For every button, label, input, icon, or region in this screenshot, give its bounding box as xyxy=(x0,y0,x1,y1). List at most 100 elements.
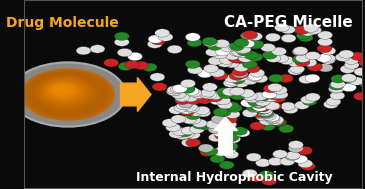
Circle shape xyxy=(302,58,317,67)
Circle shape xyxy=(240,40,255,48)
Circle shape xyxy=(255,103,270,112)
Circle shape xyxy=(227,104,242,112)
Circle shape xyxy=(31,73,101,113)
Circle shape xyxy=(38,77,92,107)
Circle shape xyxy=(272,86,287,94)
Circle shape xyxy=(217,88,231,96)
Circle shape xyxy=(210,97,225,105)
Circle shape xyxy=(267,91,282,100)
Circle shape xyxy=(271,94,286,102)
Circle shape xyxy=(255,103,270,112)
Circle shape xyxy=(186,111,201,120)
Circle shape xyxy=(255,159,270,167)
Circle shape xyxy=(243,31,258,40)
Circle shape xyxy=(342,74,357,83)
Circle shape xyxy=(224,133,239,141)
Circle shape xyxy=(252,109,267,118)
Circle shape xyxy=(172,127,187,136)
Circle shape xyxy=(117,48,132,57)
Circle shape xyxy=(197,95,212,103)
Circle shape xyxy=(307,26,322,34)
Circle shape xyxy=(211,115,226,123)
Circle shape xyxy=(218,101,233,109)
Circle shape xyxy=(247,73,262,81)
Circle shape xyxy=(328,85,343,93)
Circle shape xyxy=(148,35,163,43)
Circle shape xyxy=(295,101,310,109)
Circle shape xyxy=(329,82,344,90)
Circle shape xyxy=(175,131,190,140)
Circle shape xyxy=(169,106,184,114)
Circle shape xyxy=(292,48,307,56)
Circle shape xyxy=(299,75,314,84)
Circle shape xyxy=(255,98,270,106)
Circle shape xyxy=(265,113,280,122)
Circle shape xyxy=(254,98,269,106)
Circle shape xyxy=(305,74,320,82)
Circle shape xyxy=(41,79,88,105)
Circle shape xyxy=(339,50,354,58)
Circle shape xyxy=(232,68,247,76)
Text: CA-PEG Micelle: CA-PEG Micelle xyxy=(224,15,353,30)
Circle shape xyxy=(321,47,336,55)
Circle shape xyxy=(22,69,113,119)
Circle shape xyxy=(202,37,217,46)
Circle shape xyxy=(29,73,104,114)
Circle shape xyxy=(286,151,300,160)
Circle shape xyxy=(260,117,274,125)
Circle shape xyxy=(261,43,276,52)
Circle shape xyxy=(21,68,115,121)
Circle shape xyxy=(170,85,185,93)
Circle shape xyxy=(318,31,333,39)
Circle shape xyxy=(242,31,257,39)
Circle shape xyxy=(213,50,228,59)
Circle shape xyxy=(186,116,201,124)
Circle shape xyxy=(200,89,215,97)
Circle shape xyxy=(118,62,133,70)
Circle shape xyxy=(223,134,237,142)
Circle shape xyxy=(252,92,267,101)
Circle shape xyxy=(248,72,263,81)
Circle shape xyxy=(308,63,323,71)
Circle shape xyxy=(207,42,222,50)
Circle shape xyxy=(323,100,338,108)
Circle shape xyxy=(208,133,223,142)
Circle shape xyxy=(264,114,279,122)
Circle shape xyxy=(288,67,303,75)
Circle shape xyxy=(167,45,182,53)
Circle shape xyxy=(183,116,198,124)
Circle shape xyxy=(234,63,249,72)
Circle shape xyxy=(171,90,186,99)
Circle shape xyxy=(240,32,255,40)
Circle shape xyxy=(294,26,309,34)
Circle shape xyxy=(232,69,247,77)
Circle shape xyxy=(24,70,111,118)
Circle shape xyxy=(233,49,248,57)
Circle shape xyxy=(176,101,191,110)
Circle shape xyxy=(181,139,196,147)
Circle shape xyxy=(158,33,173,41)
Circle shape xyxy=(293,155,308,163)
Circle shape xyxy=(185,33,200,41)
Circle shape xyxy=(104,59,119,67)
Circle shape xyxy=(317,44,332,53)
Circle shape xyxy=(269,91,284,99)
Circle shape xyxy=(330,80,345,88)
Circle shape xyxy=(171,115,186,123)
Circle shape xyxy=(224,150,239,159)
Circle shape xyxy=(226,135,241,143)
Circle shape xyxy=(295,58,310,67)
Circle shape xyxy=(279,56,294,64)
Circle shape xyxy=(297,146,312,155)
Circle shape xyxy=(250,69,265,77)
Circle shape xyxy=(233,127,247,135)
Circle shape xyxy=(279,125,294,133)
Circle shape xyxy=(265,33,280,41)
Circle shape xyxy=(169,130,184,138)
Circle shape xyxy=(242,109,257,117)
Circle shape xyxy=(245,94,260,103)
Circle shape xyxy=(273,91,288,99)
Circle shape xyxy=(242,169,257,177)
Circle shape xyxy=(254,94,269,102)
Circle shape xyxy=(219,56,234,64)
